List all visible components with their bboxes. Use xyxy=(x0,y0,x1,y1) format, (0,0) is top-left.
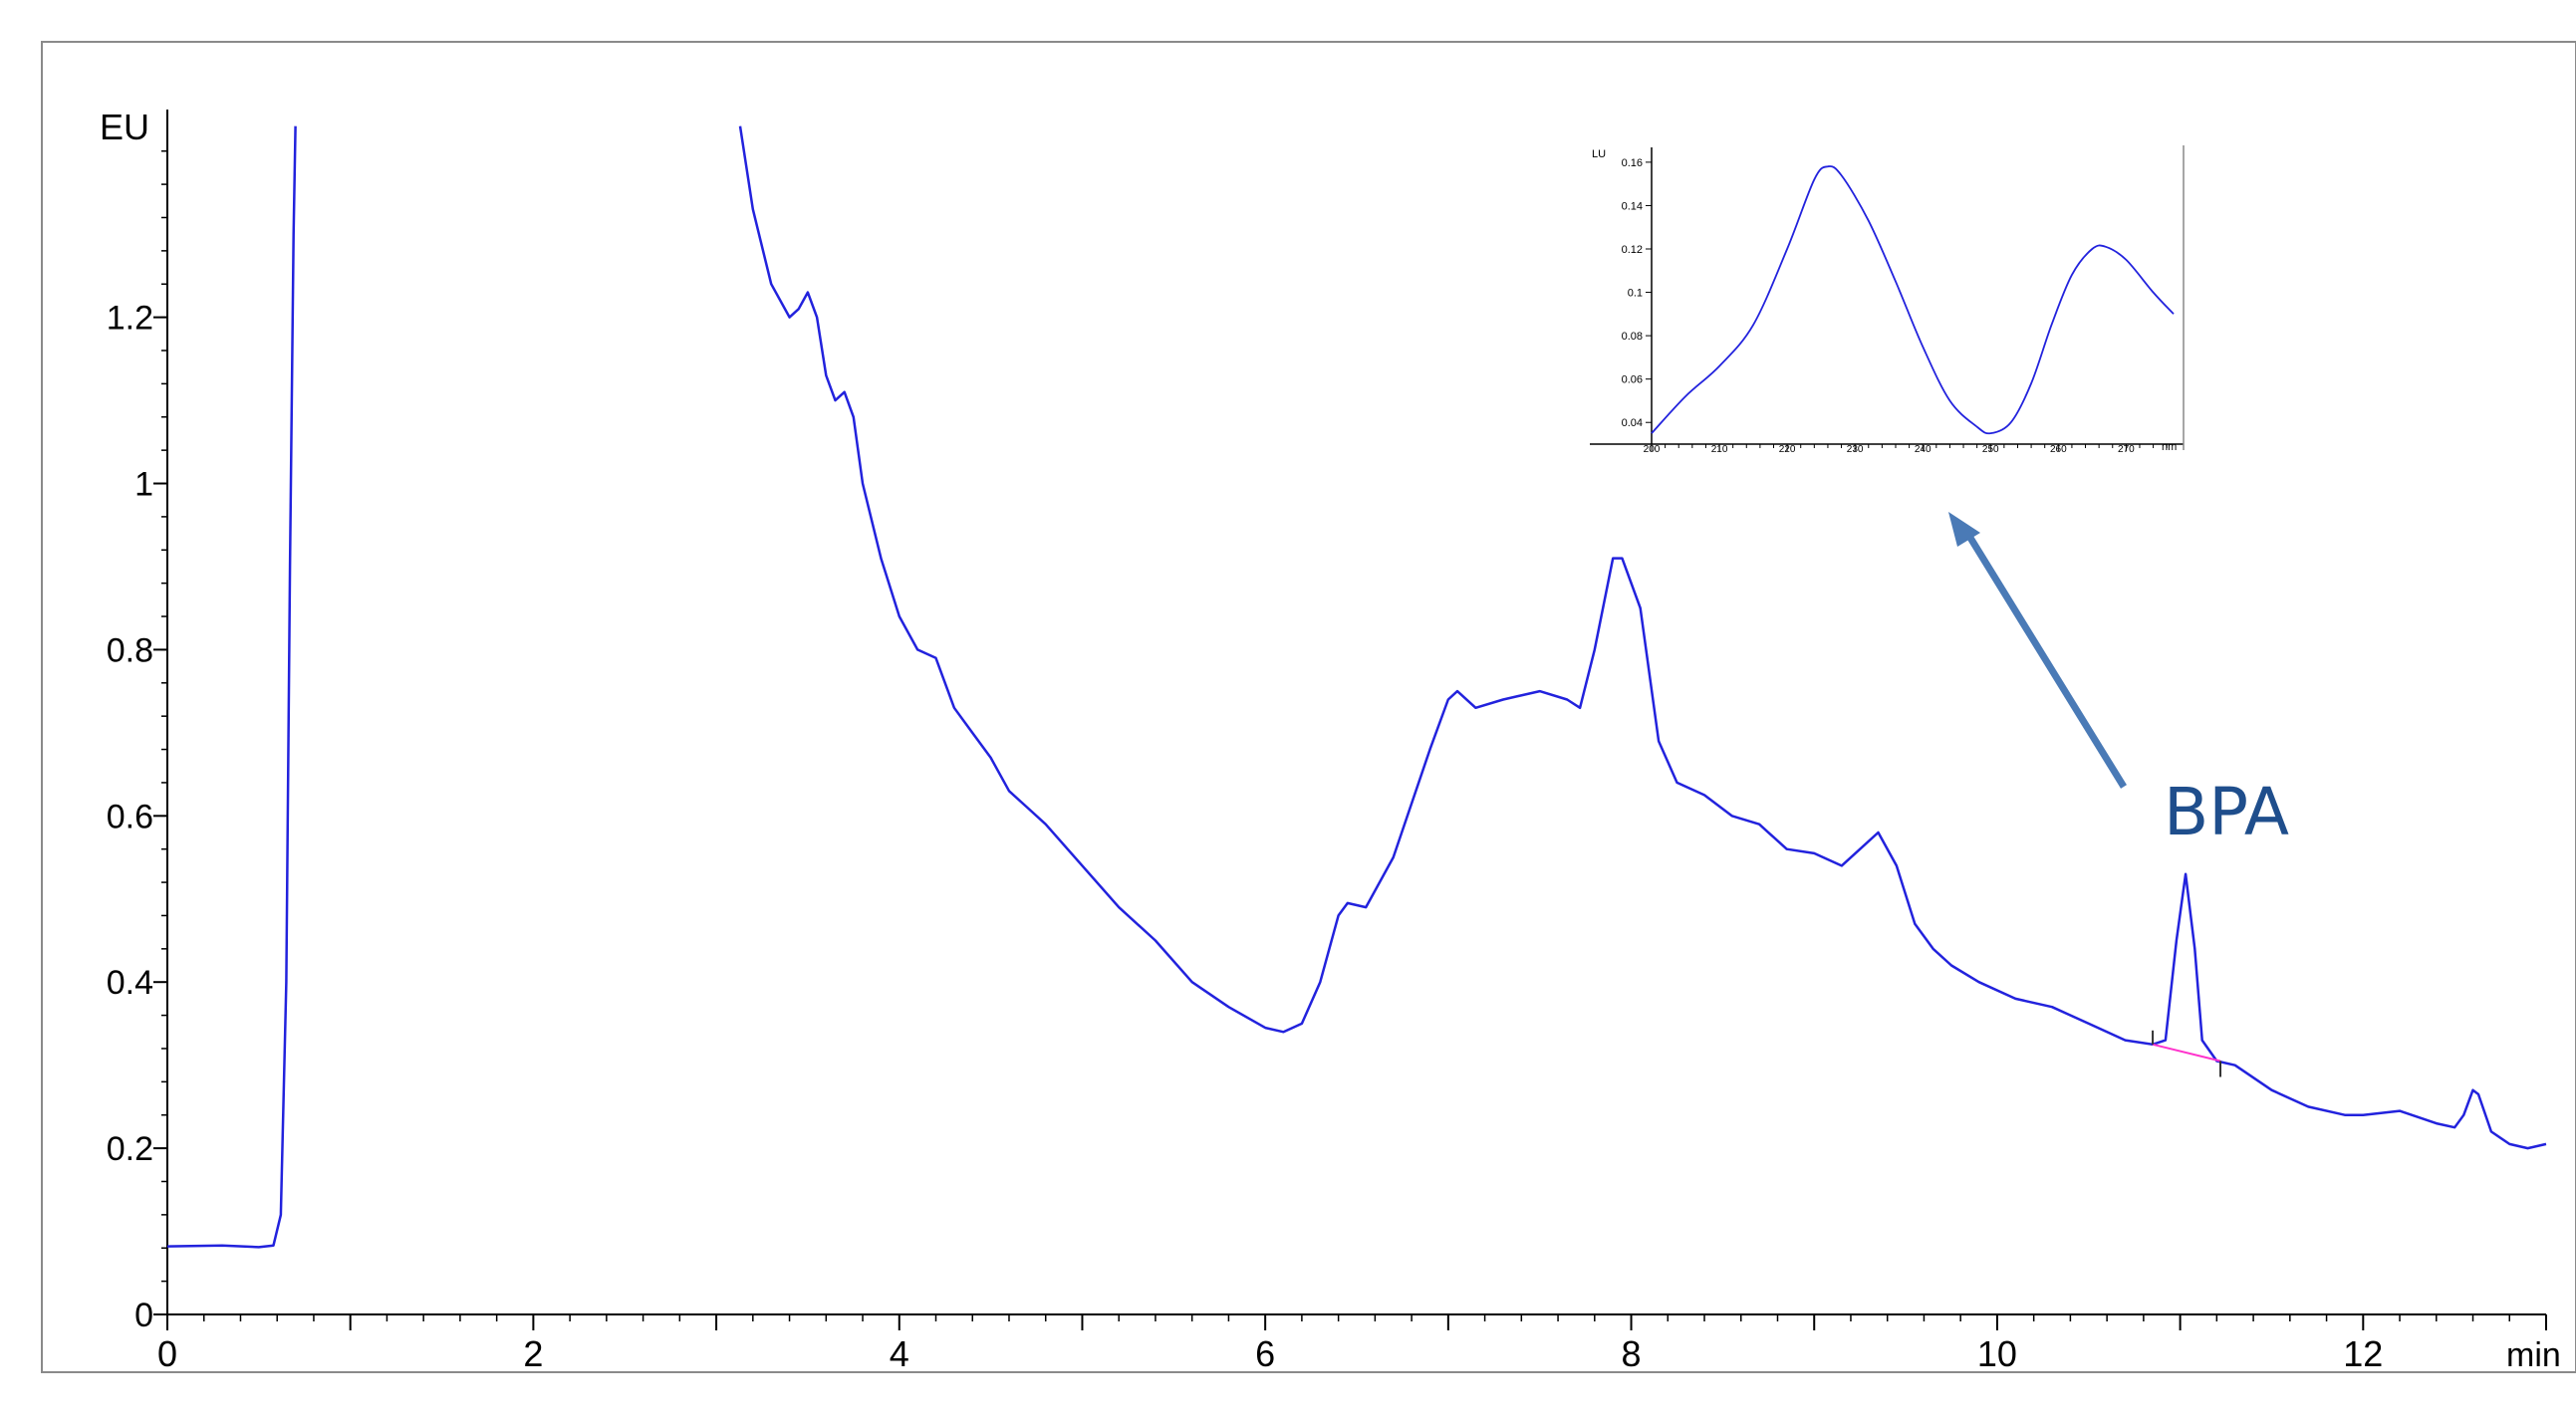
inset-y-tick-label: 0.16 xyxy=(1622,157,1643,169)
x-tick-label: 4 xyxy=(890,1333,909,1374)
inset-y-axis-label: LU xyxy=(1592,148,1606,160)
inset-y-tick-label: 0.08 xyxy=(1622,331,1643,343)
inset-spectrum-trace xyxy=(1651,165,2175,435)
inset-y-axis-ticks: 0.04 0.06 0.08 0.1 0.12 0.14 0.16 xyxy=(1622,157,1652,429)
x-tick-label: 0 xyxy=(157,1333,177,1374)
inset-x-axis-ticks: 200 210 220 230 240 250 260 270 xyxy=(1644,444,2168,455)
x-tick-label: 2 xyxy=(523,1333,543,1374)
inset-x-tick-label: 240 xyxy=(1915,444,1932,455)
y-axis-ticks: 0 0.2 0.4 0.6 0.8 1 1.2 xyxy=(107,149,167,1334)
bpa-annotation: BPA xyxy=(1948,512,2289,850)
chromatogram-trace xyxy=(166,125,2547,1249)
y-tick-label: 0.8 xyxy=(107,631,153,669)
x-tick-label: 10 xyxy=(1977,1333,2017,1374)
x-tick-label: 12 xyxy=(2343,1333,2383,1374)
x-axis-ticks: 0 2 4 6 8 10 12 xyxy=(157,1314,2547,1374)
inset-y-tick-label: 0.06 xyxy=(1622,374,1643,386)
plot-frame xyxy=(41,41,2576,1373)
x-axis-label: min xyxy=(2506,1336,2561,1374)
x-tick-label: 6 xyxy=(1255,1333,1275,1374)
inset-x-tick-label: 210 xyxy=(1711,444,1728,455)
inset-x-tick-label: 230 xyxy=(1847,444,1864,455)
inset-x-tick-label: 200 xyxy=(1644,444,1661,455)
bpa-arrow xyxy=(1967,536,2127,789)
bpa-peak-integration-baseline xyxy=(2152,1043,2221,1063)
y-tick-label: 1.2 xyxy=(107,300,153,338)
y-tick-label: 0.2 xyxy=(107,1130,153,1168)
x-tick-label: 8 xyxy=(1622,1333,1642,1374)
chromatogram-line-segment xyxy=(166,125,297,1249)
inset-y-tick-label: 0.12 xyxy=(1622,244,1643,256)
y-tick-label: 1 xyxy=(134,466,153,504)
main-chromatogram: 0 0.2 0.4 0.6 0.8 1 1.2 0 2 4 6 8 10 12 EU min xyxy=(100,107,2561,1374)
inset-x-axis-label: nm xyxy=(2162,441,2177,453)
y-tick-label: 0.6 xyxy=(107,798,153,835)
inset-y-tick-label: 0.04 xyxy=(1622,417,1643,429)
y-tick-label: 0 xyxy=(134,1297,153,1334)
inset-x-tick-label: 270 xyxy=(2118,444,2135,455)
y-tick-label: 0.4 xyxy=(107,964,153,1002)
inset-spectrum: 0.04 0.06 0.08 0.1 0.12 0.14 0.16 200 210 220 230… xyxy=(1590,145,2185,455)
bpa-label: BPA xyxy=(2164,774,2289,850)
y-axis-label: EU xyxy=(100,107,149,147)
bpa-arrow-head xyxy=(1948,512,1980,547)
inset-x-tick-label: 220 xyxy=(1779,444,1796,455)
inset-y-tick-label: 0.1 xyxy=(1628,288,1643,300)
inset-spectrum-line xyxy=(1651,165,2175,435)
chromatogram-line-segment xyxy=(738,125,2547,1150)
inset-y-tick-label: 0.14 xyxy=(1622,200,1643,212)
inset-x-tick-label: 250 xyxy=(1982,444,1999,455)
inset-x-tick-label: 260 xyxy=(2050,444,2067,455)
